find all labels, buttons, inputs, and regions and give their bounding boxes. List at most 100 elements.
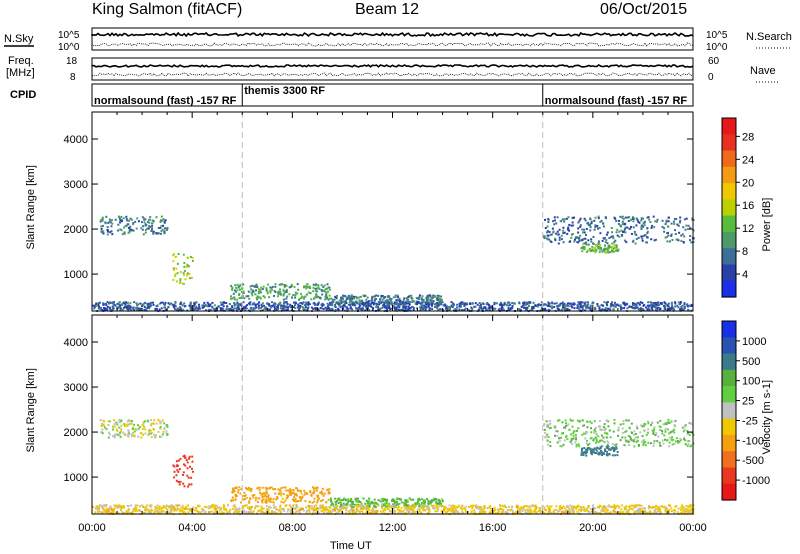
range-cell <box>384 502 387 505</box>
range-cell <box>163 232 166 235</box>
range-cell <box>250 488 253 491</box>
range-cell <box>242 290 245 293</box>
range-cell <box>309 287 312 289</box>
range-cell <box>407 296 410 298</box>
range-cell <box>471 308 474 311</box>
range-cell <box>381 504 383 507</box>
range-cell <box>479 508 482 511</box>
range-cell <box>398 497 401 500</box>
range-cell <box>236 303 239 306</box>
range-cell <box>156 504 159 507</box>
range-cell <box>402 308 405 311</box>
range-cell <box>274 283 277 286</box>
range-cell <box>376 509 379 512</box>
range-cell <box>248 511 251 514</box>
range-cell <box>129 230 132 233</box>
range-cell <box>363 506 366 509</box>
range-cell <box>691 217 694 220</box>
range-cell <box>403 505 406 508</box>
range-cell <box>418 497 421 500</box>
range-cell <box>577 231 580 234</box>
range-cell <box>631 439 633 442</box>
range-cell <box>237 307 240 310</box>
range-cell <box>691 303 693 306</box>
range-cell <box>381 298 384 301</box>
range-cell <box>674 301 676 304</box>
range-cell <box>674 305 677 308</box>
range-cell <box>150 230 153 232</box>
range-cell <box>261 501 264 504</box>
range-cell <box>350 501 353 504</box>
range-cell <box>615 447 618 450</box>
range-cell <box>313 497 316 500</box>
range-cell <box>634 433 637 435</box>
range-cell <box>123 306 126 309</box>
range-cell <box>189 301 192 304</box>
range-cell <box>421 295 424 298</box>
range-cell <box>609 308 612 311</box>
range-cell <box>195 509 198 512</box>
range-cell <box>664 506 667 509</box>
range-cell <box>528 506 531 509</box>
range-cell <box>650 442 652 445</box>
range-cell <box>562 241 565 244</box>
range-cell <box>270 286 273 289</box>
range-cell <box>297 288 300 291</box>
range-cell <box>132 508 135 511</box>
range-cell <box>345 302 348 304</box>
range-cell <box>343 504 346 507</box>
range-cell <box>279 488 281 491</box>
range-cell <box>294 302 297 305</box>
range-cell <box>217 506 220 509</box>
range-cell <box>312 487 315 490</box>
range-cell <box>625 419 628 422</box>
range-cell <box>657 304 660 307</box>
range-cell <box>206 301 209 304</box>
range-cell <box>653 442 655 445</box>
range-cell <box>360 502 363 505</box>
range-cell <box>423 504 426 507</box>
range-cell <box>304 304 307 307</box>
range-cell <box>237 491 240 494</box>
range-cell <box>418 294 421 297</box>
range-cell <box>439 298 442 301</box>
range-cell <box>279 290 282 293</box>
range-cell <box>663 304 665 307</box>
range-cell <box>410 498 413 501</box>
range-cell <box>551 227 554 230</box>
range-cell <box>213 508 216 511</box>
range-cell <box>630 422 633 425</box>
range-cell <box>584 301 587 304</box>
range-cell <box>585 452 587 455</box>
range-cell <box>177 307 180 310</box>
range-cell <box>113 436 116 439</box>
range-cell <box>571 306 574 309</box>
range-cell <box>656 507 659 510</box>
range-cell <box>242 283 245 286</box>
range-cell <box>647 512 649 514</box>
range-cell <box>559 445 562 448</box>
range-cell <box>174 256 177 258</box>
range-cell <box>561 421 564 424</box>
range-cell <box>316 507 319 510</box>
range-cell <box>632 504 635 507</box>
range-cell <box>107 509 110 512</box>
range-cell <box>419 506 422 509</box>
range-cell <box>118 504 121 507</box>
range-cell <box>220 303 223 306</box>
range-cell <box>244 504 247 507</box>
range-cell <box>654 512 657 515</box>
range-cell <box>303 489 306 492</box>
range-cell <box>580 239 583 242</box>
range-cell <box>147 510 150 513</box>
range-cell <box>617 426 620 429</box>
range-cell <box>225 512 228 515</box>
range-cell <box>306 307 309 310</box>
range-cell <box>415 297 418 300</box>
range-cell <box>343 302 346 305</box>
range-cell <box>633 302 636 305</box>
range-cell <box>257 292 260 295</box>
range-cell <box>209 506 212 509</box>
range-cell <box>281 508 284 511</box>
range-cell <box>160 301 163 304</box>
